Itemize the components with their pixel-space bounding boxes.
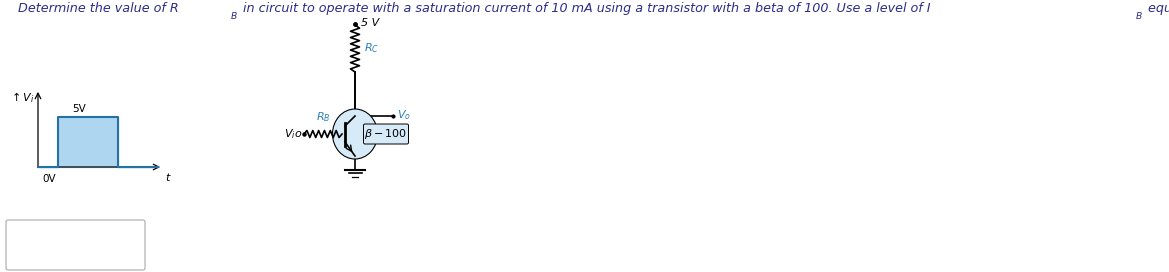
Text: 5 V: 5 V: [361, 18, 379, 28]
Text: $V_o$: $V_o$: [397, 108, 411, 122]
Ellipse shape: [332, 109, 378, 159]
Text: 5V: 5V: [72, 104, 85, 114]
FancyBboxPatch shape: [6, 220, 145, 270]
Text: $\beta - 100$: $\beta - 100$: [365, 127, 408, 141]
Text: in circuit to operate with a saturation current of 10 mA using a transistor with: in circuit to operate with a saturation …: [238, 2, 934, 15]
Text: $\uparrow V_i$: $\uparrow V_i$: [8, 90, 34, 105]
Text: Determine the value of R: Determine the value of R: [18, 2, 182, 15]
FancyBboxPatch shape: [364, 124, 408, 144]
Text: $t$: $t$: [165, 171, 172, 183]
Text: equal to 120% of I: equal to 120% of I: [1144, 2, 1169, 15]
Text: $R_B$: $R_B$: [316, 110, 331, 124]
Text: B: B: [1136, 11, 1142, 20]
Text: 0V: 0V: [42, 174, 56, 184]
Text: B: B: [230, 11, 237, 20]
Text: $V_i$o: $V_i$o: [284, 127, 302, 141]
Text: $R_C$: $R_C$: [364, 42, 379, 55]
